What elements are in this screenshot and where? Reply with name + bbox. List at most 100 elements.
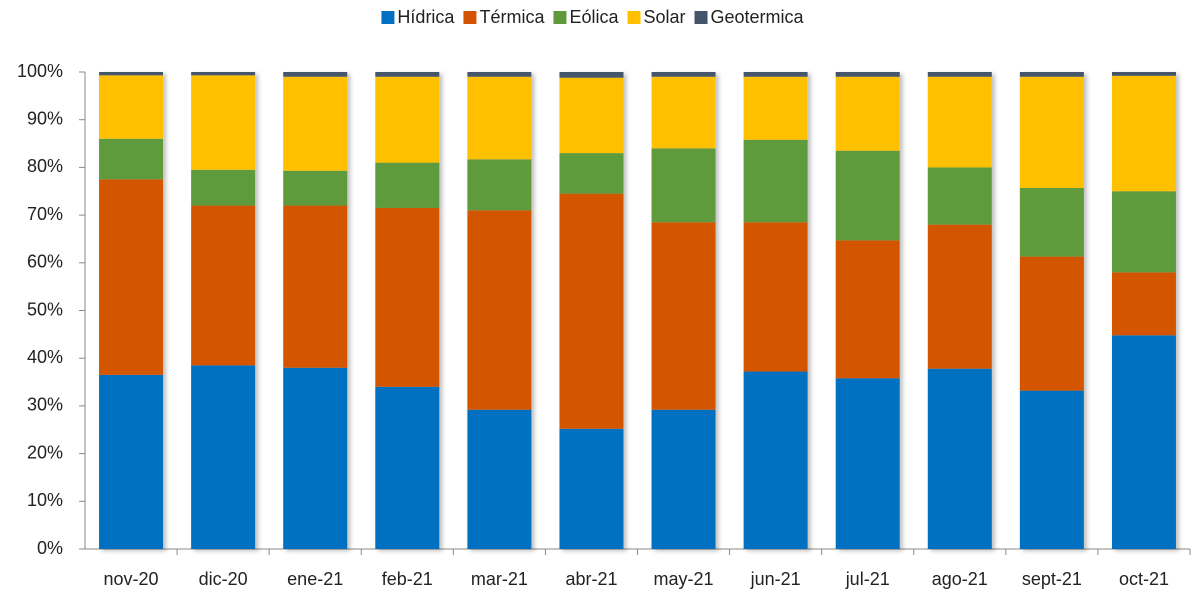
x-tick-label: abr-21 xyxy=(565,569,617,589)
bar-segment xyxy=(99,72,164,76)
bar-segment xyxy=(283,205,348,368)
y-tick-label: 80% xyxy=(27,156,63,176)
bar-segment xyxy=(99,138,164,180)
legend-swatch xyxy=(694,11,708,24)
y-tick-label: 100% xyxy=(17,61,63,81)
bar-segment xyxy=(467,72,532,77)
bar-segment xyxy=(835,150,900,241)
legend-label: Hídrica xyxy=(397,7,455,27)
bar-stack xyxy=(1111,72,1176,549)
bar-stack xyxy=(835,72,900,549)
legend-swatch xyxy=(553,11,567,24)
legend-label: Térmica xyxy=(479,7,545,27)
bar-segment xyxy=(375,72,440,77)
legend: Hídrica Térmica Eólica Solar Geotermica xyxy=(381,7,805,27)
bar-segment xyxy=(743,222,808,372)
bar-segment xyxy=(99,374,164,549)
bar-stack xyxy=(467,72,532,549)
bar-segment xyxy=(835,240,900,379)
bar-segment xyxy=(375,162,440,208)
bar-segment xyxy=(1111,335,1176,549)
bar-segment xyxy=(927,167,992,225)
bar-segment xyxy=(743,139,808,223)
bar-segment xyxy=(191,365,256,549)
bar-segment xyxy=(835,76,900,151)
bar-segment xyxy=(375,386,440,549)
bar-stack xyxy=(743,72,808,549)
bar-segment xyxy=(559,77,624,154)
bar-segment xyxy=(283,76,348,171)
x-tick-label: may-21 xyxy=(654,569,714,589)
bar-stack xyxy=(99,72,164,549)
bar-stack xyxy=(283,72,348,549)
bar-segment xyxy=(99,75,164,139)
bar-segment xyxy=(651,409,716,549)
x-tick-label: sept-21 xyxy=(1022,569,1082,589)
bar-segment xyxy=(191,75,256,170)
y-tick-label: 70% xyxy=(27,204,63,224)
bar-segment xyxy=(743,76,808,140)
y-tick-label: 60% xyxy=(27,252,63,272)
bar-stack xyxy=(559,72,624,549)
bar-segment xyxy=(467,210,532,410)
bar-segment xyxy=(835,378,900,549)
bar-segment xyxy=(191,205,256,366)
bar-segment xyxy=(283,367,348,549)
bar-segment xyxy=(559,428,624,549)
x-tick-label: oct-21 xyxy=(1119,569,1169,589)
bar-stack xyxy=(191,72,256,549)
y-tick-label: 40% xyxy=(27,347,63,367)
y-tick-label: 90% xyxy=(27,108,63,128)
bar-stack xyxy=(375,72,440,549)
bar-segment xyxy=(375,76,440,163)
bar-segment xyxy=(1111,272,1176,336)
x-tick-label: mar-21 xyxy=(471,569,528,589)
bar-segment xyxy=(467,409,532,549)
bar-segment xyxy=(1019,390,1084,549)
y-tick-label: 30% xyxy=(27,395,63,415)
legend-label: Solar xyxy=(643,7,685,27)
bar-segment xyxy=(283,72,348,77)
bar-segment xyxy=(1019,256,1084,391)
bar-segment xyxy=(559,153,624,194)
bar-segment xyxy=(1019,72,1084,77)
legend-swatch xyxy=(463,11,477,24)
bar-segment xyxy=(191,72,256,76)
x-tick-label: ene-21 xyxy=(287,569,343,589)
legend-label: Geotermica xyxy=(711,7,805,27)
bar-segment xyxy=(467,159,532,211)
bar-segment xyxy=(651,222,716,410)
bar-segment xyxy=(1111,191,1176,273)
bar-segment xyxy=(375,207,440,387)
bar-segment xyxy=(1111,72,1176,76)
bar-segment xyxy=(1111,75,1176,192)
legend-swatch xyxy=(627,11,641,24)
bar-segment xyxy=(651,72,716,77)
y-tick-label: 10% xyxy=(27,490,63,510)
x-tick-label: feb-21 xyxy=(382,569,433,589)
bar-stack xyxy=(1019,72,1084,549)
bar-segment xyxy=(927,76,992,168)
bar-stack xyxy=(927,72,992,549)
y-tick-label: 50% xyxy=(27,299,63,319)
y-tick-label: 20% xyxy=(27,442,63,462)
bar-segment xyxy=(467,76,532,160)
legend-label: Eólica xyxy=(569,7,619,27)
bar-segment xyxy=(99,179,164,375)
bar-segment xyxy=(743,371,808,549)
bar-segment xyxy=(743,72,808,77)
bar-segment xyxy=(283,170,348,206)
x-tick-label: jul-21 xyxy=(845,569,890,589)
bar-stack xyxy=(651,72,716,549)
x-tick-label: nov-20 xyxy=(104,569,159,589)
y-tick-label: 0% xyxy=(37,538,63,558)
bar-segment xyxy=(559,72,624,78)
x-tick-label: dic-20 xyxy=(199,569,248,589)
bar-segment xyxy=(835,72,900,77)
bar-segment xyxy=(651,76,716,149)
x-tick-label: jun-21 xyxy=(750,569,801,589)
bar-segment xyxy=(191,169,256,206)
bar-segment xyxy=(1019,76,1084,188)
bar-segment xyxy=(927,224,992,369)
